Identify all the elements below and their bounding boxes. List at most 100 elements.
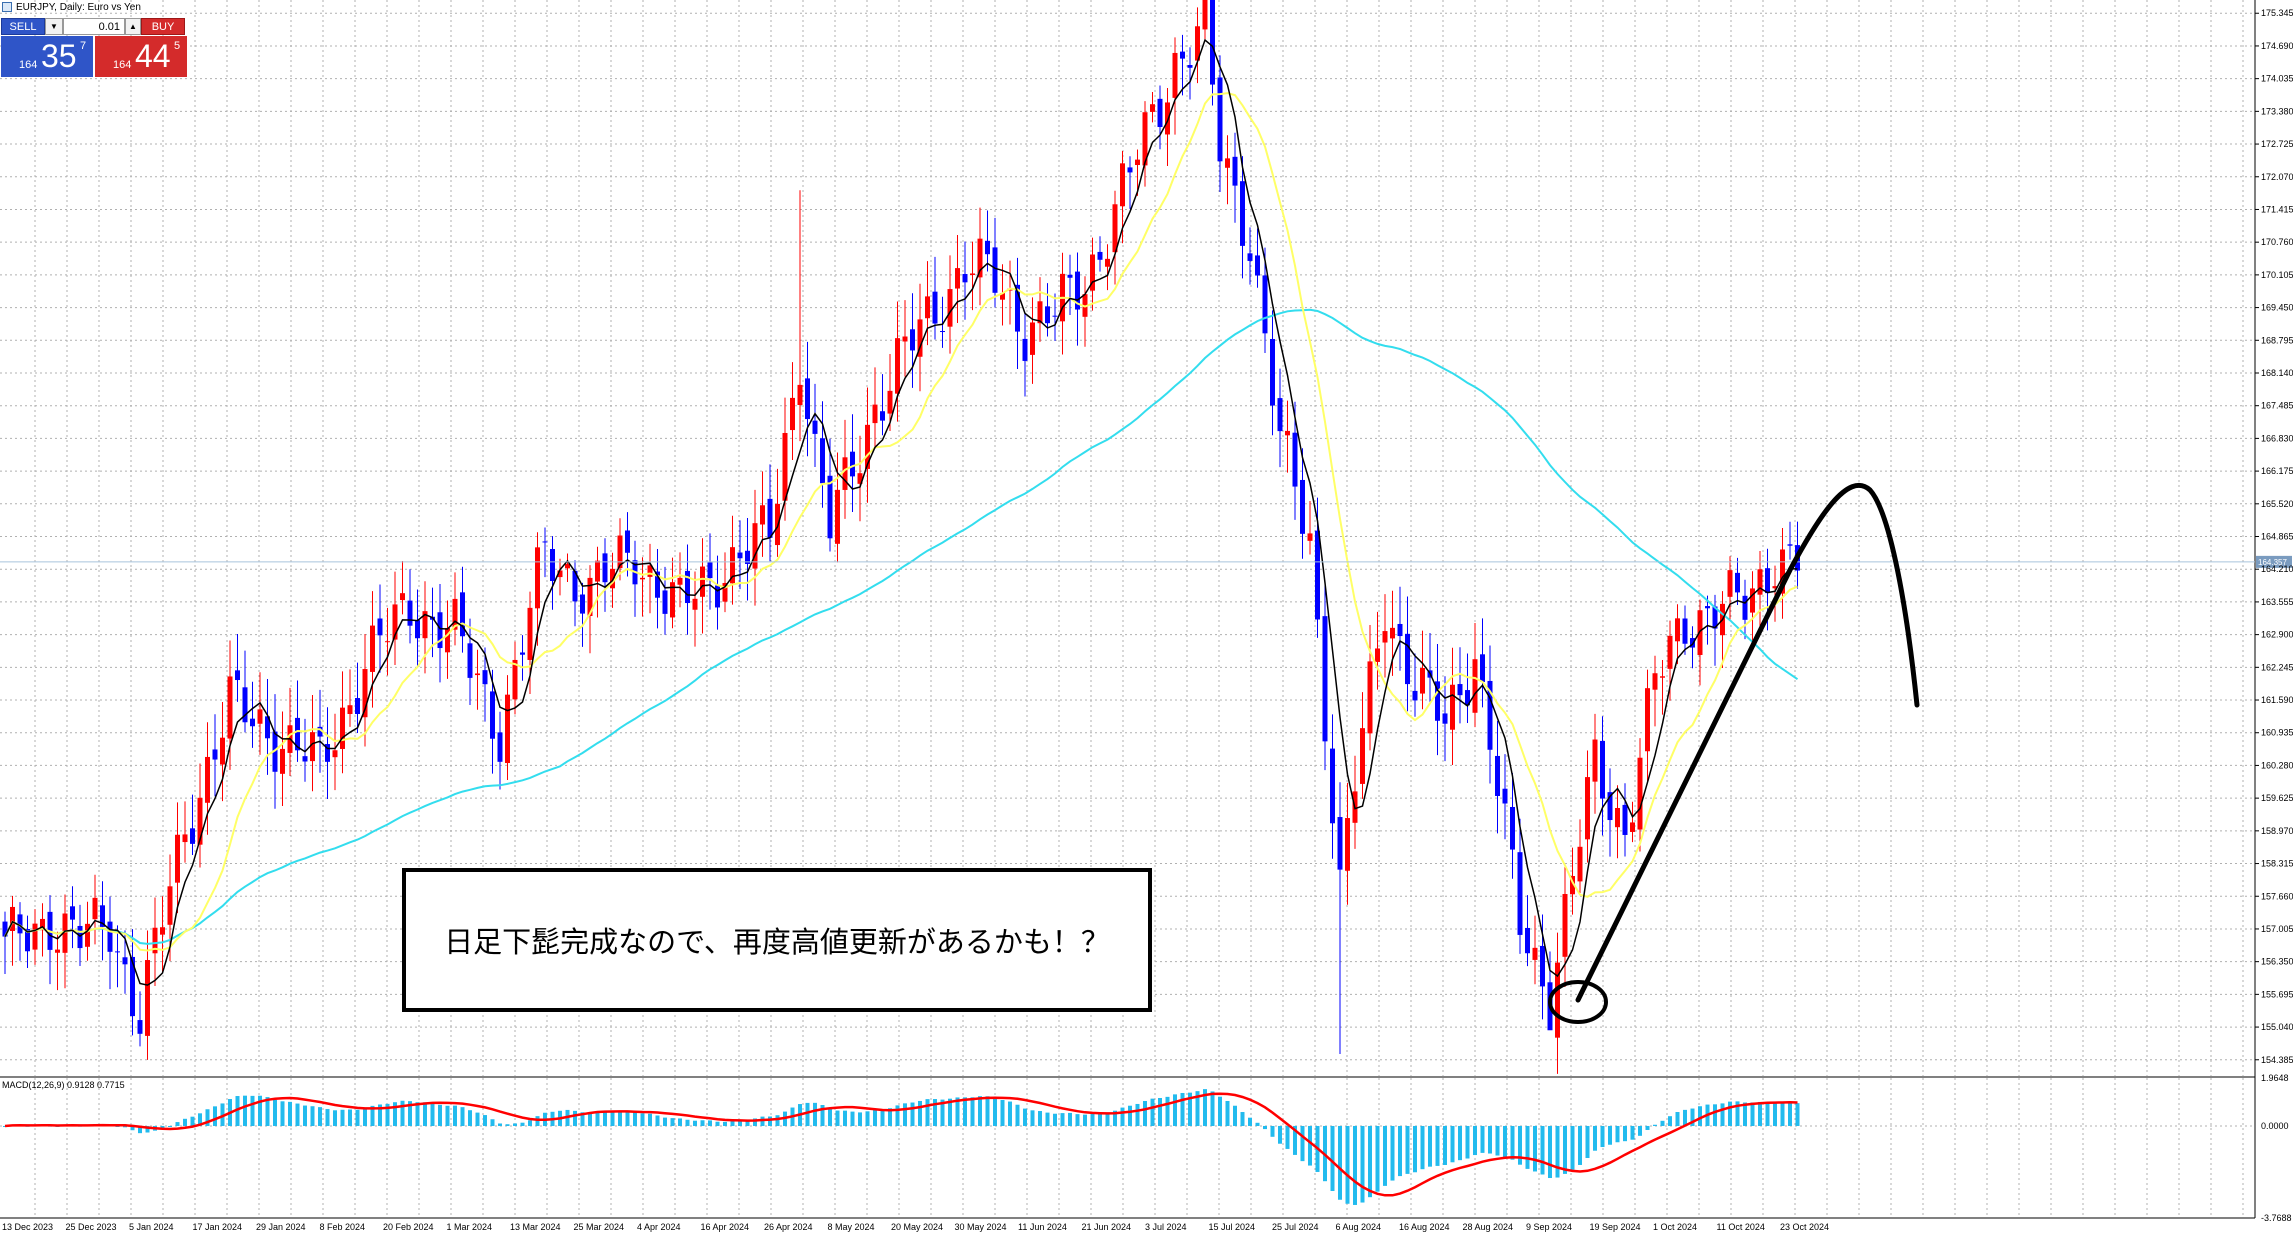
price-tick-label: 158.970 (2261, 826, 2293, 836)
candle-body (302, 756, 308, 762)
macd-bar (1203, 1089, 1207, 1126)
macd-bar (625, 1110, 630, 1126)
macd-bar (1585, 1125, 1590, 1158)
candle-body (910, 329, 915, 351)
candle-body (1142, 112, 1148, 166)
macd-bar (1638, 1125, 1642, 1136)
macd-histogram (3, 1089, 1800, 1205)
macd-bar (700, 1120, 705, 1126)
macd-bar (633, 1112, 637, 1126)
candle-body (490, 691, 495, 739)
candle-body (767, 498, 773, 538)
macd-bar (1780, 1102, 1785, 1126)
candle-body (970, 273, 975, 275)
time-tick-label: 29 Jan 2024 (256, 1222, 306, 1232)
macd-bar (363, 1108, 367, 1126)
macd-bar (423, 1102, 427, 1126)
candle-body (1195, 26, 1200, 61)
candle-body (1630, 822, 1635, 832)
chart-window-icon (2, 2, 12, 12)
candle-body (130, 956, 135, 1017)
candle-body (1255, 255, 1260, 276)
macd-bar (1008, 1101, 1012, 1126)
buy-price-button[interactable]: 164 44 5 (95, 36, 187, 77)
candle-body (1480, 654, 1485, 682)
candle-body (617, 535, 623, 569)
macd-bar (378, 1104, 382, 1126)
candle-body (1337, 817, 1343, 870)
macd-bar (1653, 1124, 1657, 1126)
macd-bar (1075, 1114, 1080, 1126)
macd-bar (1495, 1125, 1500, 1156)
dropdown-arrow-icon[interactable]: ▼ (45, 18, 63, 35)
price-tick-label: 170.105 (2261, 270, 2293, 280)
candle-body (587, 577, 593, 617)
macd-bar (483, 1115, 487, 1126)
candle-body (1577, 846, 1583, 882)
candle-body (467, 643, 473, 678)
macd-bar (498, 1123, 502, 1126)
macd-bar (1600, 1125, 1605, 1148)
candle-body (790, 397, 795, 431)
candle-body (1555, 962, 1560, 1038)
buy-button[interactable]: BUY (141, 18, 185, 35)
macd-bar (1578, 1125, 1582, 1165)
candle-body (205, 756, 210, 803)
macd-bar (813, 1102, 817, 1126)
candle-body (55, 949, 60, 953)
macd-bar (1465, 1125, 1470, 1159)
candle-body (1067, 274, 1073, 278)
macd-bar (535, 1116, 540, 1126)
sell-price-button[interactable]: 164 35 7 (1, 36, 93, 77)
candle-body (737, 552, 743, 559)
macd-bar (1458, 1125, 1462, 1161)
macd-bar (115, 1125, 120, 1127)
time-tick-label: 8 May 2024 (828, 1222, 875, 1232)
candle-body (1285, 430, 1290, 436)
candle-body (437, 612, 443, 649)
candle-body (25, 929, 30, 952)
candle-body (640, 577, 645, 580)
volume-input[interactable]: 0.01 (63, 18, 125, 35)
candle-body (805, 378, 810, 420)
sell-button[interactable]: SELL (1, 18, 45, 35)
macd-tick-label: -3.7688 (2261, 1213, 2292, 1223)
candle-body (557, 570, 563, 578)
price-tick-label: 174.690 (2261, 41, 2293, 51)
candle-body (422, 611, 428, 639)
macd-bar (528, 1120, 532, 1126)
macd-bar (805, 1102, 810, 1126)
candle-body (1487, 680, 1493, 750)
macd-bar (1263, 1125, 1267, 1130)
price-tick-label: 162.245 (2261, 662, 2293, 672)
candle-body (1037, 301, 1043, 324)
macd-bar (1720, 1103, 1725, 1126)
candle-body (1517, 852, 1523, 935)
candle-body (1240, 181, 1245, 246)
sell-price-big: 35 (41, 38, 77, 74)
candle-body (1052, 315, 1058, 317)
candle-body (122, 957, 128, 965)
candle-body (1172, 52, 1178, 98)
candle-body (887, 390, 893, 414)
macd-bar (1503, 1125, 1507, 1158)
candle-body (1450, 684, 1455, 730)
macd-bar (273, 1099, 277, 1126)
candle-body (1540, 945, 1545, 987)
macd-bar (573, 1110, 577, 1126)
candle-body (212, 749, 218, 760)
stepper-up-icon[interactable]: ▲ (125, 18, 141, 35)
candle-body (1390, 627, 1395, 639)
candle-body (940, 331, 945, 333)
macd-bar (595, 1111, 600, 1126)
macd-bar (753, 1118, 757, 1126)
macd-bar (723, 1121, 727, 1126)
candle-body (1030, 322, 1035, 355)
macd-bar (130, 1125, 135, 1131)
candle-body (535, 547, 540, 609)
macd-bar (828, 1109, 832, 1126)
candle-body (745, 550, 750, 564)
candle-body (1712, 606, 1718, 629)
macd-bar (1285, 1125, 1290, 1149)
